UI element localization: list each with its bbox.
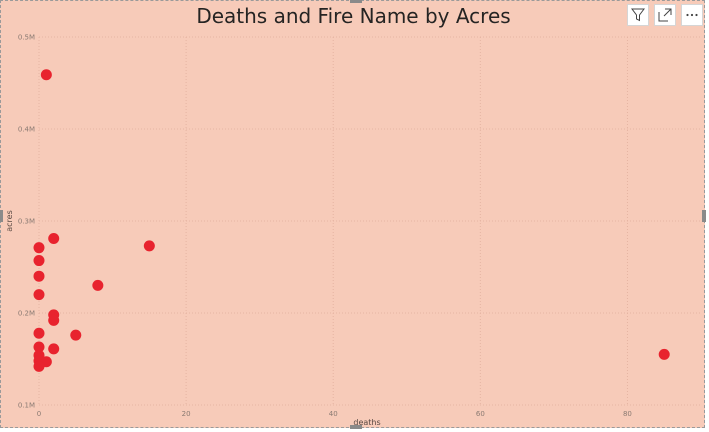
filter-icon [631,8,645,22]
resize-handle-top[interactable] [350,0,362,3]
resize-handle-right[interactable] [702,210,706,222]
y-tick-label: 0.2M [18,310,35,318]
x-tick-label: 0 [37,410,41,418]
y-tick-label: 0.3M [18,218,35,226]
scatter-point[interactable] [92,279,104,291]
scatter-point[interactable] [33,255,45,267]
visual-header [627,4,703,26]
data-points [33,69,670,372]
y-axis-label: acres [5,210,14,232]
x-tick-label: 80 [623,410,632,418]
resize-handle-left[interactable] [0,210,3,222]
focus-mode-button[interactable] [654,4,676,26]
y-tick-label: 0.5M [18,34,35,42]
scatter-point[interactable] [658,348,670,360]
scatter-point[interactable] [33,360,45,372]
x-axis-label: deaths [353,418,380,427]
scatter-point[interactable] [70,329,82,341]
grid-lines [38,36,701,406]
scatter-point[interactable] [33,289,45,301]
y-tick-label: 0.1M [18,402,35,410]
scatter-point[interactable] [48,343,60,355]
tick-labels: 0.1M 0.2M 0.3M 0.4M 0.5M 0 20 40 60 80 [18,34,632,419]
scatter-point[interactable] [33,327,45,339]
scatter-point[interactable] [33,242,45,254]
filter-button[interactable] [627,4,649,26]
chart-title: Deaths and Fire Name by Acres [196,4,511,28]
scatter-point[interactable] [48,232,60,244]
more-options-icon [686,13,698,17]
scatter-point[interactable] [33,341,45,353]
x-tick-label: 20 [182,410,191,418]
scatter-point[interactable] [48,314,60,326]
resize-handle-bottom[interactable] [350,425,362,429]
focus-mode-icon [658,8,672,22]
x-tick-label: 40 [329,410,338,418]
more-options-button[interactable] [681,4,703,26]
scatter-point[interactable] [40,69,52,81]
scatter-point[interactable] [143,240,155,252]
scatter-point[interactable] [33,270,45,282]
y-tick-label: 0.4M [18,126,35,134]
x-tick-label: 60 [476,410,485,418]
